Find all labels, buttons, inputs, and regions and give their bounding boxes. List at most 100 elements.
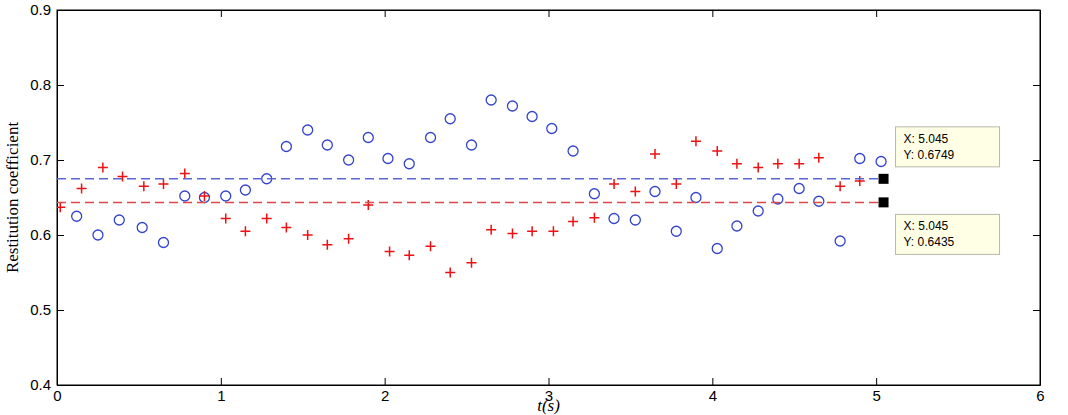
tick-mark — [221, 10, 222, 17]
plus-marker — [344, 234, 354, 244]
plus-marker — [835, 181, 845, 191]
tick: 0.8 — [30, 76, 64, 93]
tick — [712, 10, 713, 17]
circle-marker — [426, 133, 436, 143]
tick-label: 0.8 — [30, 76, 51, 93]
circle-marker — [445, 114, 455, 124]
data-tip-text: Y: 0.6749 — [904, 148, 955, 162]
circle-marker — [589, 189, 599, 199]
plus-marker — [77, 184, 87, 194]
plus-marker — [650, 149, 660, 159]
plot: 01234560.40.50.60.70.80.9X: 5.045Y: 0.67… — [30, 1, 1045, 403]
data-tip-box — [896, 214, 1000, 254]
data-tip-text: X: 5.045 — [904, 219, 949, 233]
circle-marker — [712, 244, 722, 254]
plus-marker — [773, 159, 783, 169]
tick-mark — [1033, 85, 1040, 86]
tick-mark — [549, 378, 550, 385]
circle-marker — [466, 140, 476, 150]
data-tip-marker — [879, 174, 889, 184]
tick-label: 5 — [872, 387, 880, 404]
tick-mark — [712, 378, 713, 385]
circle-marker — [72, 211, 82, 221]
plus-marker — [221, 214, 231, 224]
circle-marker — [180, 191, 190, 201]
tick: 4 — [709, 378, 717, 404]
tick-mark — [1033, 160, 1040, 161]
dashed-line — [57, 202, 884, 204]
plus-marker — [199, 191, 209, 201]
circle-marker — [691, 193, 701, 203]
tick-mark — [1033, 235, 1040, 236]
tick-label: 0.6 — [30, 226, 51, 243]
tick-label: 1 — [217, 387, 225, 404]
circle-marker — [609, 214, 619, 224]
tick — [1033, 235, 1040, 236]
tick-mark — [385, 10, 386, 17]
circle-marker — [281, 142, 291, 152]
plus-marker — [855, 176, 865, 186]
plus-marker — [363, 200, 373, 210]
tick: 1 — [217, 378, 225, 404]
circle-marker — [732, 221, 742, 231]
circle-marker — [404, 159, 414, 169]
circle-marker — [137, 223, 147, 233]
tick — [221, 10, 222, 17]
circle-marker — [650, 187, 660, 197]
circle-marker — [835, 236, 845, 246]
plus-marker — [753, 163, 763, 173]
tick-mark — [549, 10, 550, 17]
tick: 2 — [381, 378, 389, 404]
tick-label: 6 — [1036, 387, 1044, 404]
circle-marker — [814, 196, 824, 206]
circle-marker — [93, 230, 103, 240]
circle-marker — [630, 215, 640, 225]
circle-marker — [547, 124, 557, 134]
circle-marker — [221, 191, 231, 201]
plus-marker — [139, 181, 149, 191]
plot-frame — [57, 10, 1040, 385]
circle-marker — [322, 140, 332, 150]
plus-marker — [486, 225, 496, 235]
y-axis-title: Restitution coefficient — [3, 122, 22, 274]
tick: 0.7 — [30, 151, 64, 168]
tick-mark — [57, 235, 64, 236]
plus-marker — [527, 226, 537, 236]
circle-marker — [363, 133, 373, 143]
y-axis: 0.40.50.60.70.80.9 — [30, 1, 64, 393]
chart: 01234560.40.50.60.70.80.9X: 5.045Y: 0.67… — [0, 0, 1068, 415]
plus-marker — [589, 213, 599, 223]
tick-mark — [876, 378, 877, 385]
plus-marker — [426, 241, 436, 251]
x-axis-top — [58, 10, 1041, 17]
plus-marker — [630, 187, 640, 197]
plus-marker — [240, 226, 250, 236]
marks — [57, 95, 886, 278]
circle-marker — [383, 154, 393, 164]
circle-marker — [344, 155, 354, 165]
plus-marker — [445, 268, 455, 278]
plus-marker — [303, 230, 313, 240]
data-tip-text: Y: 0.6435 — [904, 235, 955, 249]
circle-marker — [240, 185, 250, 195]
circle-marker — [568, 146, 578, 156]
data-tip-box — [896, 127, 1000, 167]
tick-label: 0.5 — [30, 301, 51, 318]
tick — [1033, 160, 1040, 161]
y-axis-right — [1033, 11, 1041, 386]
plus-marker — [507, 229, 517, 239]
circle-marker — [158, 238, 168, 248]
dashed-line — [57, 178, 884, 180]
tick: 0.5 — [30, 301, 64, 318]
plus-marker — [262, 214, 272, 224]
plus-marker — [712, 146, 722, 156]
tick — [876, 10, 877, 17]
plus-marker — [691, 136, 701, 146]
plus-marker — [158, 179, 168, 189]
circle-marker — [794, 184, 804, 194]
plus-marker — [404, 250, 414, 260]
plus-marker — [385, 247, 395, 257]
tick-mark — [221, 378, 222, 385]
tick-label: 0.7 — [30, 151, 51, 168]
plus-marker — [548, 226, 558, 236]
